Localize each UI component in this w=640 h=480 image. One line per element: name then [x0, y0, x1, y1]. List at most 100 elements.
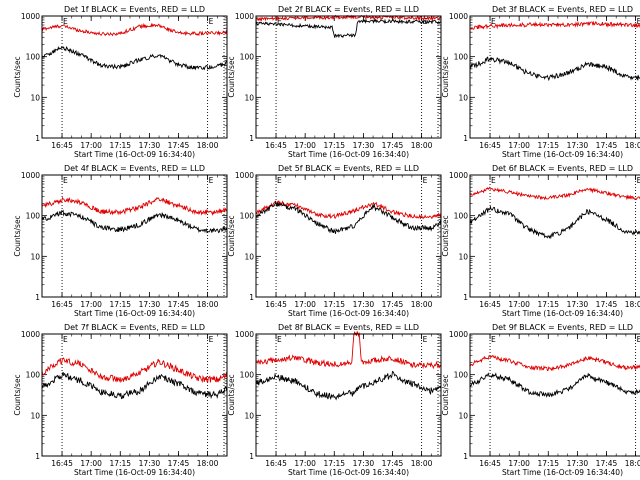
x-tick-label: 18:00 — [197, 459, 219, 468]
x-tick-label: 17:00 — [508, 459, 530, 468]
x-tick-label: 17:45 — [596, 459, 618, 468]
x-tick-label: 17:15 — [537, 141, 559, 150]
y-axis-label: Counts/sec — [13, 374, 22, 415]
plot-frame — [255, 333, 442, 457]
panel-title: Det 6f BLACK = Events, RED = LLD — [492, 164, 633, 173]
panel-1: Det 1f BLACK = Events, RED = LLD 1 10 100 10… — [13, 5, 228, 159]
panel-title: Det 5f BLACK = Events, RED = LLD — [278, 164, 419, 173]
event-marker-label: E — [491, 176, 496, 185]
x-tick-label: 16:45 — [479, 459, 501, 468]
y-tick-label: 100 — [26, 53, 41, 62]
series-line-lld — [41, 22, 228, 37]
y-tick-label: 10 — [458, 411, 468, 420]
x-tick-label: 17:00 — [80, 141, 102, 150]
x-tick-label: 16:45 — [265, 459, 287, 468]
y-axis-label: Counts/sec — [441, 56, 450, 97]
x-tick-label: 17:00 — [294, 141, 316, 150]
y-tick-label: 1000 — [449, 171, 468, 180]
x-tick-label: 16:45 — [265, 300, 287, 309]
x-tick-label: 17:30 — [353, 141, 375, 150]
series-line-events — [41, 371, 228, 400]
y-tick-label: 1000 — [449, 330, 468, 339]
y-tick-label: 1 — [35, 452, 40, 461]
panel-8: Det 8f BLACK = Events, RED = LLD 1 10 100 10… — [227, 323, 442, 477]
x-tick-label: 17:15 — [109, 300, 131, 309]
x-tick-label: 17:45 — [596, 300, 618, 309]
x-tick-label: 17:15 — [537, 300, 559, 309]
y-tick-label: 100 — [454, 212, 469, 221]
x-axis-label: Start Time (16-Oct-09 16:34:40) — [502, 309, 623, 318]
x-tick-label: 17:00 — [508, 141, 530, 150]
panel-2: Det 2f BLACK = Events, RED = LLD 1 10 100 10… — [227, 5, 442, 159]
x-tick-label: 17:30 — [567, 459, 589, 468]
x-tick-label: 17:45 — [596, 141, 618, 150]
panel-9: Det 9f BLACK = Events, RED = LLD 1 10 100 10… — [441, 323, 640, 477]
event-marker-label: E — [423, 335, 428, 344]
panel-title: Det 3f BLACK = Events, RED = LLD — [492, 5, 633, 14]
event-marker-label: E — [63, 335, 68, 344]
event-marker-label: E — [209, 176, 214, 185]
x-tick-label: 17:45 — [168, 141, 190, 150]
plot-frame — [41, 333, 228, 457]
series-line-lld — [255, 330, 442, 370]
y-tick-label: 100 — [240, 53, 255, 62]
plot-frame — [255, 174, 442, 298]
y-tick-label: 1000 — [21, 171, 40, 180]
panel-title: Det 1f BLACK = Events, RED = LLD — [64, 5, 205, 14]
x-axis-label: Start Time (16-Oct-09 16:34:40) — [74, 150, 195, 159]
y-tick-label: 1000 — [235, 330, 254, 339]
x-tick-label: 16:45 — [479, 141, 501, 150]
y-tick-label: 100 — [26, 371, 41, 380]
y-axis-label: Counts/sec — [227, 215, 236, 256]
series-line-events — [41, 209, 228, 234]
event-marker-label: E — [491, 17, 496, 26]
x-tick-label: 18:00 — [411, 459, 433, 468]
series-line-events — [255, 200, 442, 234]
panel-title: Det 2f BLACK = Events, RED = LLD — [278, 5, 419, 14]
y-tick-label: 1 — [249, 293, 254, 302]
x-tick-label: 18:00 — [197, 141, 219, 150]
x-tick-label: 17:15 — [109, 141, 131, 150]
event-marker-label: E — [277, 17, 282, 26]
x-tick-label: 17:00 — [508, 300, 530, 309]
y-tick-label: 10 — [30, 411, 40, 420]
x-tick-label: 17:30 — [567, 141, 589, 150]
event-marker-label: E — [423, 176, 428, 185]
x-tick-label: 17:45 — [382, 300, 404, 309]
y-tick-label: 100 — [454, 371, 469, 380]
y-tick-label: 10 — [244, 411, 254, 420]
y-axis-label: Counts/sec — [13, 215, 22, 256]
x-tick-label: 17:15 — [323, 141, 345, 150]
y-axis-label: Counts/sec — [13, 56, 22, 97]
panel-title: Det 7f BLACK = Events, RED = LLD — [64, 323, 205, 332]
series-line-events — [255, 18, 441, 39]
x-tick-label: 16:45 — [479, 300, 501, 309]
series-line-lld — [256, 200, 442, 220]
x-tick-label: 17:45 — [382, 459, 404, 468]
event-marker-label: E — [209, 335, 214, 344]
series-line-events — [469, 204, 640, 240]
y-tick-label: 1 — [463, 134, 468, 143]
x-tick-label: 17:15 — [323, 300, 345, 309]
series-line-events — [255, 370, 442, 401]
y-tick-label: 1000 — [235, 171, 254, 180]
y-tick-label: 100 — [240, 371, 255, 380]
y-tick-label: 1000 — [21, 330, 40, 339]
panel-3: Det 3f BLACK = Events, RED = LLD 1 10 100 10… — [441, 5, 640, 159]
x-tick-label: 17:45 — [168, 459, 190, 468]
event-marker-label: E — [637, 176, 640, 185]
event-marker-label: E — [277, 335, 282, 344]
plot-frame — [41, 15, 228, 139]
x-tick-label: 17:00 — [294, 459, 316, 468]
x-tick-label: 18:00 — [411, 300, 433, 309]
x-tick-label: 17:30 — [139, 141, 161, 150]
x-tick-label: 17:30 — [353, 300, 375, 309]
y-tick-label: 1000 — [449, 12, 468, 21]
y-tick-label: 1 — [463, 293, 468, 302]
y-tick-label: 100 — [240, 212, 255, 221]
x-tick-label: 17:15 — [537, 459, 559, 468]
event-marker-label: E — [637, 335, 640, 344]
x-tick-label: 17:45 — [382, 141, 404, 150]
plot-frame — [255, 15, 442, 139]
